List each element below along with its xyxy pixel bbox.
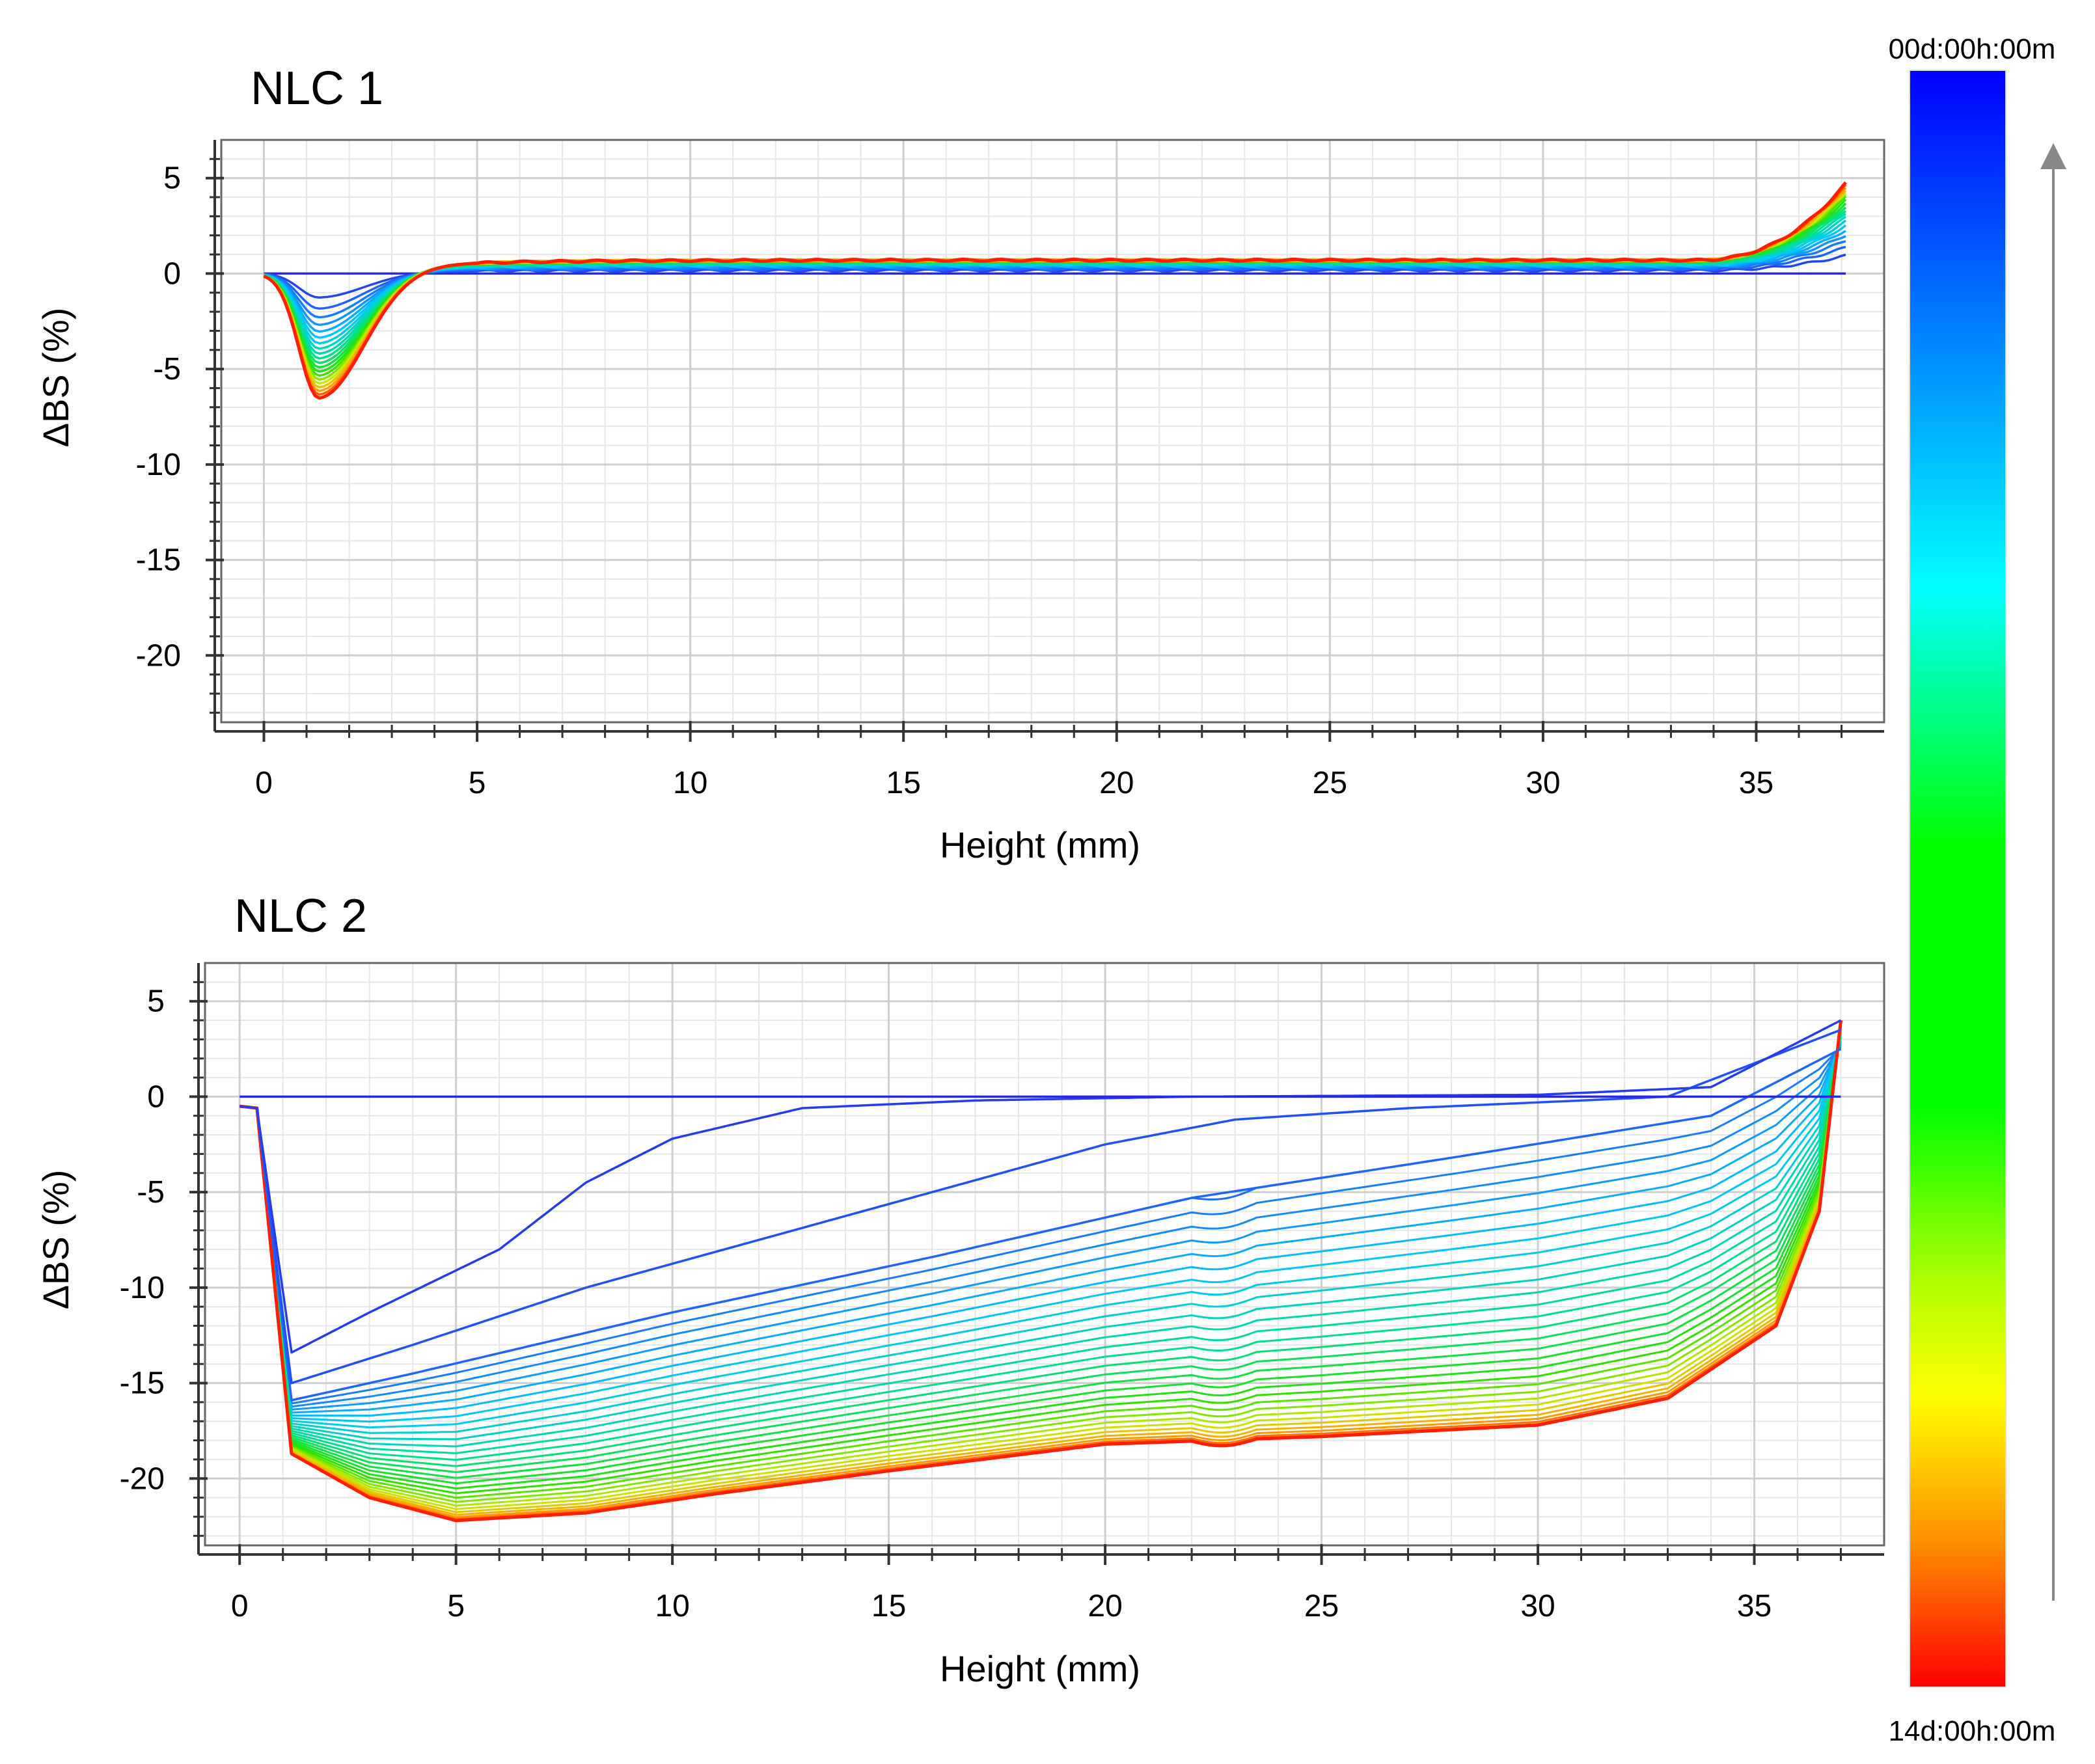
series-line-nlc-1 bbox=[264, 240, 1846, 319]
series-line-nlc-2 bbox=[240, 1019, 1842, 1354]
series-line-nlc-2 bbox=[240, 1027, 1842, 1485]
x-tick-label-nlc-2: 25 bbox=[1304, 1589, 1339, 1623]
plot-area-nlc-2 bbox=[239, 1019, 1842, 1523]
x-axis-label-nlc-2: Height (mm) bbox=[940, 1648, 1140, 1689]
series-line-nlc-1 bbox=[263, 181, 1847, 400]
panel-title-nlc-2: NLC 2 bbox=[234, 890, 367, 942]
series-line-nlc-1 bbox=[263, 206, 1847, 364]
series-line-nlc-1 bbox=[264, 215, 1846, 350]
series-line-nlc-2 bbox=[240, 1033, 1842, 1448]
series-line-nlc-2 bbox=[240, 1029, 1842, 1473]
series-line-nlc-2 bbox=[240, 1046, 1842, 1405]
series-line-nlc-2 bbox=[240, 1032, 1842, 1454]
x-tick-label-nlc-1: 10 bbox=[673, 766, 707, 800]
series-line-nlc-2 bbox=[240, 1038, 1842, 1423]
series-line-nlc-1 bbox=[264, 230, 1846, 333]
y-tick-label-nlc-1: -20 bbox=[136, 638, 181, 673]
plot-area-nlc-1 bbox=[263, 181, 1847, 400]
colorbar-gradient bbox=[1909, 70, 2006, 1688]
tick-labels-nlc-1: 0 5 10 15 20 25 30 35 5 0 -5 -10 -15 -20 bbox=[136, 161, 1774, 800]
x-axis-label-nlc-1: Height (mm) bbox=[940, 824, 1140, 865]
series-line-nlc-2 bbox=[240, 1024, 1842, 1503]
series-line-nlc-1 bbox=[263, 193, 1847, 381]
y-tick-label-nlc-2: -5 bbox=[137, 1175, 165, 1210]
panel-nlc-1: NLC 1 0 5 10 15 20 25 30 35 5 0 -5 -10 -15 -20 Height… bbox=[35, 62, 1885, 865]
y-tick-label-nlc-2: -20 bbox=[120, 1461, 165, 1496]
series-line-nlc-2 bbox=[240, 1040, 1842, 1417]
series-line-nlc-1 bbox=[264, 245, 1846, 310]
y-axis-label-nlc-2: ΔBS (%) bbox=[35, 1170, 76, 1310]
time-colorbar-legend: 00d:00h:00m 14d:00h:00m bbox=[1889, 33, 2066, 1747]
series-line-nlc-2 bbox=[240, 1022, 1842, 1513]
panel-title-nlc-1: NLC 1 bbox=[251, 62, 383, 115]
axes-nlc-2 bbox=[189, 962, 1885, 1565]
series-line-nlc-2 bbox=[240, 1048, 1842, 1402]
grid-nlc-1 bbox=[221, 139, 1885, 722]
series-line-nlc-1 bbox=[263, 198, 1847, 373]
colorbar-top-label: 00d:00h:00m bbox=[1889, 33, 2056, 65]
axes-nlc-1 bbox=[206, 139, 1885, 742]
x-tick-label-nlc-1: 15 bbox=[886, 766, 921, 800]
y-tick-label-nlc-2: -10 bbox=[120, 1271, 165, 1305]
x-tick-label-nlc-2: 15 bbox=[871, 1589, 906, 1623]
series-line-nlc-2 bbox=[240, 1029, 1842, 1385]
series-line-nlc-1 bbox=[263, 195, 1847, 377]
series-line-nlc-1 bbox=[263, 210, 1847, 360]
series-line-nlc-2 bbox=[240, 1031, 1842, 1461]
series-line-nlc-2 bbox=[240, 1020, 1842, 1518]
y-tick-label-nlc-2: 0 bbox=[147, 1079, 165, 1114]
y-tick-label-nlc-2: -15 bbox=[120, 1366, 165, 1401]
y-tick-label-nlc-1: -5 bbox=[153, 352, 181, 387]
series-line-nlc-2 bbox=[240, 1043, 1842, 1411]
series-line-nlc-1 bbox=[264, 219, 1847, 345]
x-tick-label-nlc-1: 35 bbox=[1739, 766, 1773, 800]
y-tick-label-nlc-2: 5 bbox=[147, 984, 165, 1019]
series-line-nlc-2 bbox=[240, 1035, 1842, 1441]
y-tick-label-nlc-1: -10 bbox=[136, 448, 181, 482]
series-line-nlc-1 bbox=[263, 202, 1847, 369]
grid-nlc-2 bbox=[205, 962, 1885, 1545]
series-line-nlc-1 bbox=[264, 224, 1847, 339]
series-line-nlc-1 bbox=[263, 190, 1847, 388]
x-tick-label-nlc-2: 10 bbox=[655, 1589, 689, 1623]
x-tick-label-nlc-2: 30 bbox=[1520, 1589, 1555, 1623]
y-tick-label-nlc-1: -15 bbox=[136, 543, 181, 578]
series-line-nlc-1 bbox=[263, 187, 1847, 392]
series-line-nlc-2 bbox=[240, 1037, 1842, 1429]
series-line-nlc-2 bbox=[240, 1030, 1842, 1467]
tick-labels-nlc-2: 0 5 10 15 20 25 30 35 5 0 -5 -10 -15 -20 bbox=[120, 984, 1772, 1623]
series-line-nlc-2 bbox=[240, 1027, 1842, 1479]
series-line-nlc-2 bbox=[240, 1022, 1842, 1510]
x-tick-label-nlc-1: 30 bbox=[1526, 766, 1560, 800]
series-line-nlc-2 bbox=[240, 1024, 1842, 1499]
series-line-nlc-2 bbox=[239, 1020, 1842, 1523]
x-tick-label-nlc-1: 25 bbox=[1313, 766, 1347, 800]
plot-frame-nlc-2 bbox=[204, 962, 1885, 1547]
x-tick-label-nlc-2: 35 bbox=[1737, 1589, 1772, 1623]
series-line-nlc-2 bbox=[240, 1025, 1842, 1489]
x-tick-label-nlc-1: 20 bbox=[1099, 766, 1134, 800]
x-tick-label-nlc-1: 5 bbox=[469, 766, 486, 800]
y-axis-label-nlc-1: ΔBS (%) bbox=[35, 308, 76, 448]
series-line-nlc-2 bbox=[240, 1020, 1842, 1520]
series-line-nlc-2 bbox=[240, 1044, 1842, 1408]
x-tick-label-nlc-2: 20 bbox=[1088, 1589, 1122, 1623]
series-line-nlc-2 bbox=[240, 1023, 1842, 1507]
plot-frame-nlc-1 bbox=[220, 139, 1885, 724]
series-line-nlc-2 bbox=[240, 1036, 1842, 1434]
series-line-nlc-2 bbox=[240, 1025, 1842, 1495]
y-tick-label-nlc-1: 0 bbox=[163, 256, 181, 291]
x-tick-label-nlc-1: 0 bbox=[255, 766, 273, 800]
y-tick-label-nlc-1: 5 bbox=[163, 161, 181, 196]
x-tick-label-nlc-2: 0 bbox=[231, 1589, 249, 1623]
series-line-nlc-2 bbox=[240, 1021, 1842, 1516]
series-line-nlc-2 bbox=[240, 1042, 1842, 1414]
colorbar-bottom-label: 14d:00h:00m bbox=[1889, 1715, 2056, 1747]
panel-nlc-2: NLC 2 0 5 10 15 20 25 30 35 5 0 -5 -10 -15 -20 Height… bbox=[35, 890, 1885, 1689]
series-line-nlc-1 bbox=[263, 192, 1847, 385]
x-tick-label-nlc-2: 5 bbox=[447, 1589, 465, 1623]
